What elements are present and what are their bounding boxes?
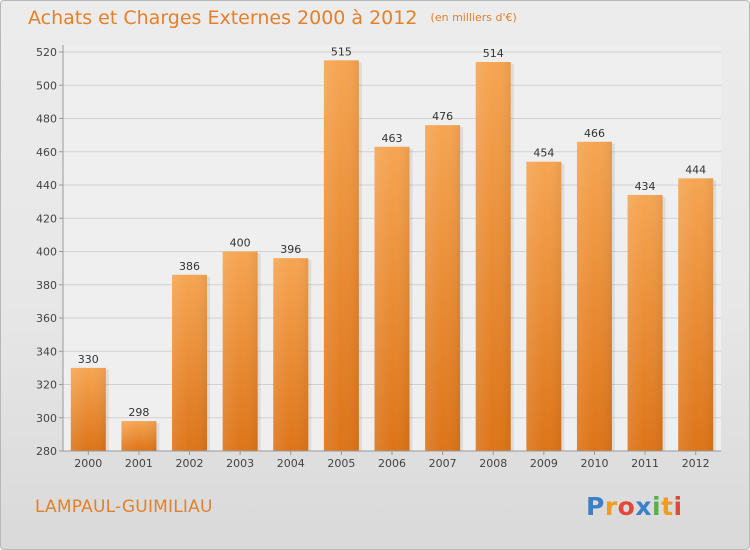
value-label-2006: 463 — [382, 132, 403, 145]
x-axis: 2000 2001 2002 2003 2004 2005 2006 2007 2008 2009… — [63, 450, 721, 470]
bar-shine — [70, 367, 106, 451]
logo-letter: P — [586, 492, 605, 521]
x-tick-label-2010: 2010 — [580, 457, 608, 470]
logo-letter: o — [617, 492, 636, 521]
y-tick-label: 340 — [36, 345, 57, 358]
value-label-2003: 400 — [230, 237, 251, 250]
value-label-2005: 515 — [331, 45, 352, 58]
bar-shine — [222, 251, 258, 451]
y-tick-label: 300 — [36, 412, 57, 425]
proxiti-logo: Proxiti — [586, 492, 683, 521]
value-label-2009: 454 — [533, 147, 554, 160]
y-tick-label: 500 — [36, 79, 57, 92]
x-tick-label-2006: 2006 — [378, 457, 406, 470]
bar-shine — [323, 60, 359, 451]
value-label-2010: 466 — [584, 127, 605, 140]
value-label-2000: 330 — [78, 353, 99, 366]
bar-shine — [576, 141, 612, 451]
bar-shine — [526, 161, 562, 451]
logo-letter: r — [604, 492, 618, 521]
x-tick-label-2011: 2011 — [631, 457, 659, 470]
bar-shine — [121, 421, 157, 451]
x-tick-label-2003: 2003 — [226, 457, 254, 470]
y-tick-label: 280 — [36, 445, 57, 458]
y-tick-label: 520 — [36, 46, 57, 59]
y-tick-label: 320 — [36, 379, 57, 392]
bar-shine — [475, 61, 511, 451]
logo-letter: t — [661, 492, 674, 521]
y-tick-label: 400 — [36, 246, 57, 259]
chart-title: Achats et Charges Externes 2000 à 2012 — [28, 7, 418, 29]
chart-title-block: Achats et Charges Externes 2000 à 2012 (… — [28, 7, 517, 29]
bar-shine — [273, 258, 309, 451]
value-label-2001: 298 — [128, 406, 149, 419]
value-label-2002: 386 — [179, 260, 200, 273]
value-label-2007: 476 — [432, 110, 453, 123]
y-tick-label: 420 — [36, 212, 57, 225]
y-axis: 280 300 320 340 360 380 400 420 440 460 480 500 520 — [36, 45, 64, 458]
x-tick-label-2001: 2001 — [125, 457, 153, 470]
x-tick-label-2009: 2009 — [530, 457, 558, 470]
x-tick-label-2008: 2008 — [479, 457, 507, 470]
logo-letter: x — [635, 492, 652, 521]
bar-shine — [425, 125, 461, 452]
y-tick-label: 360 — [36, 312, 57, 325]
x-tick-label-2007: 2007 — [429, 457, 457, 470]
value-label-2011: 434 — [635, 180, 656, 193]
y-tick-label: 460 — [36, 146, 57, 159]
x-tick-label-2002: 2002 — [176, 457, 204, 470]
value-label-2012: 444 — [685, 163, 706, 176]
value-label-2008: 514 — [483, 47, 504, 60]
bar-shine — [627, 194, 663, 451]
value-label-2004: 396 — [280, 243, 301, 256]
bar-shine — [172, 274, 208, 451]
x-tick-label-2000: 2000 — [74, 457, 102, 470]
y-tick-label: 480 — [36, 113, 57, 126]
logo-letter: i — [652, 492, 662, 521]
logo-letter: i — [673, 492, 683, 521]
y-tick-label: 440 — [36, 179, 57, 192]
bar-shine — [678, 178, 714, 451]
bars — [70, 60, 717, 452]
y-tick-label: 380 — [36, 279, 57, 292]
x-tick-label-2012: 2012 — [682, 457, 710, 470]
x-tick-label-2004: 2004 — [277, 457, 305, 470]
x-tick-label-2005: 2005 — [327, 457, 355, 470]
bar-shine — [374, 146, 410, 451]
chart-subtitle: (en milliers d'€) — [430, 11, 517, 24]
commune-name: LAMPAUL-GUIMILIAU — [35, 497, 213, 517]
data-labels: 330 298 386 400 396 515 463 476 514 454 466 434 444 — [78, 45, 706, 419]
